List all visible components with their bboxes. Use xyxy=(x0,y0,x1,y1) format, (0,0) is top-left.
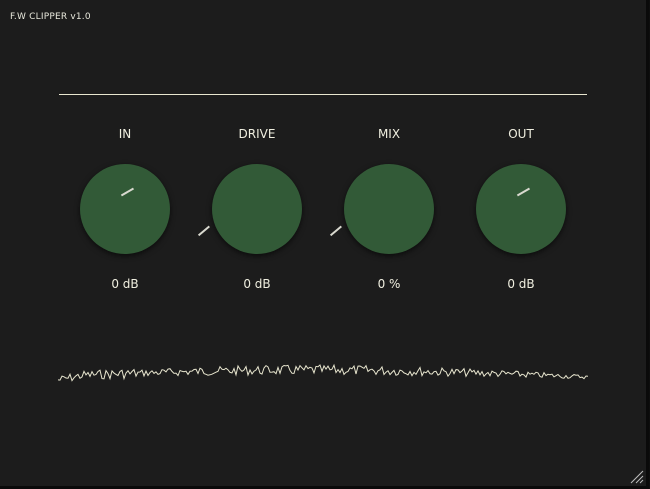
knob-label-drive: DRIVE xyxy=(238,127,276,141)
knob-value-drive: 0 dB xyxy=(243,277,271,291)
waveform-display xyxy=(58,363,588,382)
resize-grip-icon[interactable] xyxy=(628,468,644,484)
drive-knob-pointer xyxy=(197,225,210,237)
out-knob-pointer xyxy=(516,187,531,197)
knob-group-out: OUT 0 dB xyxy=(461,126,581,292)
knob-group-in: IN 0 dB xyxy=(65,126,185,292)
knob-group-mix: MIX 0 % xyxy=(329,126,449,292)
window-title: F.W CLIPPER v1.0 xyxy=(10,12,91,22)
drive-knob[interactable] xyxy=(197,164,302,254)
knob-label-mix: MIX xyxy=(377,127,401,141)
out-knob[interactable] xyxy=(476,164,566,254)
knob-group-drive: DRIVE 0 dB xyxy=(197,126,317,292)
mix-knob-pointer xyxy=(329,225,342,237)
knob-value-in: 0 dB xyxy=(111,277,139,291)
waveform-line xyxy=(58,363,588,382)
knob-value-mix: 0 % xyxy=(377,277,401,291)
header-divider xyxy=(59,94,587,95)
mix-knob[interactable] xyxy=(329,164,434,254)
in-knob-pointer xyxy=(120,187,135,197)
knob-value-out: 0 dB xyxy=(507,277,535,291)
in-knob[interactable] xyxy=(80,164,170,254)
knob-label-in: IN xyxy=(118,127,132,141)
knob-label-out: OUT xyxy=(508,127,534,141)
